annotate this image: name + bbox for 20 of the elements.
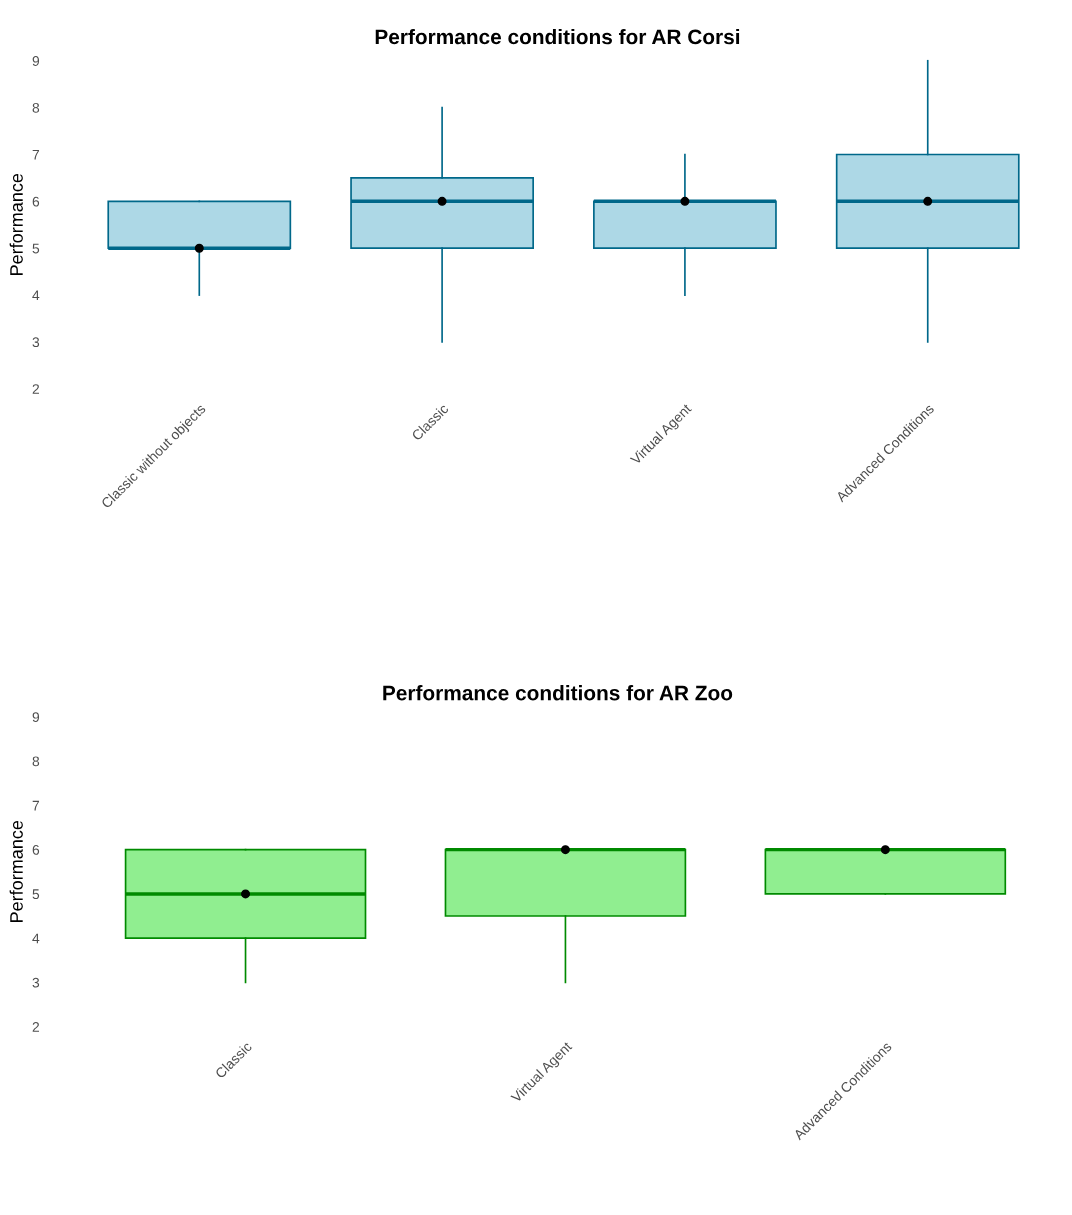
y-tick-label: 8 (32, 102, 40, 113)
y-tick-label: 2 (32, 384, 40, 394)
y-tick-label: 9 (32, 56, 40, 66)
y-tick-label: 6 (32, 844, 40, 855)
y-tick-label: 3 (32, 977, 40, 988)
y-tick-label: 5 (32, 889, 40, 900)
y-tick-label: 8 (32, 756, 40, 767)
chart-title: Performance conditions for AR Corsi (375, 28, 740, 45)
y-tick-label: 3 (32, 337, 40, 348)
y-tick-label: 5 (32, 243, 40, 254)
y-axis-title: Performance (9, 820, 23, 922)
y-tick-label: 4 (32, 290, 40, 301)
y-tick-label: 6 (32, 196, 40, 207)
chart-title: Performance conditions for AR Zoo (383, 685, 733, 701)
y-tick-label: 4 (32, 933, 40, 944)
y-tick-label: 7 (32, 149, 40, 160)
y-tick-label: 2 (32, 1022, 40, 1032)
y-tick-label: 9 (32, 712, 40, 723)
y-tick-label: 7 (32, 800, 40, 811)
y-axis-title: Performance (9, 173, 23, 275)
